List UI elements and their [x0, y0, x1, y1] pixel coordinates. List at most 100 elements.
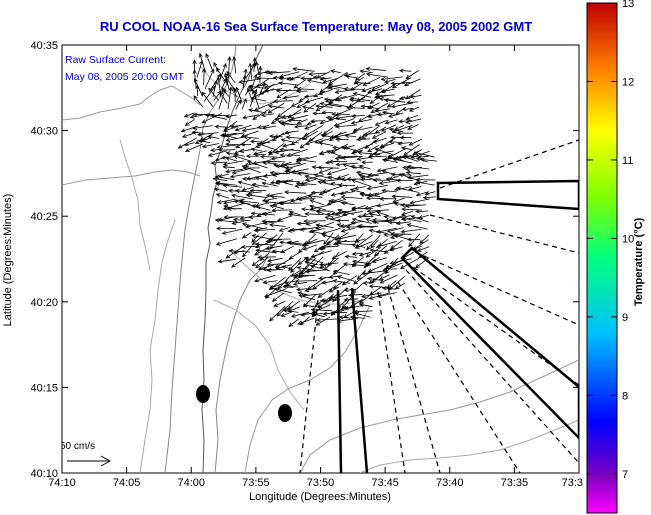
current-vector	[381, 286, 396, 291]
current-vector	[252, 89, 260, 110]
current-vector	[349, 188, 364, 194]
current-vector	[232, 217, 251, 222]
current-vector	[218, 88, 227, 110]
current-vector	[290, 101, 302, 107]
current-vector	[379, 88, 395, 94]
current-vector	[406, 223, 428, 230]
current-vector	[328, 286, 340, 293]
current-vector	[203, 85, 216, 102]
current-vector	[295, 181, 317, 186]
current-vector	[234, 124, 252, 132]
current-vector	[260, 112, 275, 118]
current-vector	[315, 104, 333, 109]
scale-label: 50 cm/s	[60, 441, 95, 452]
current-vector	[275, 264, 292, 270]
current-vector	[284, 190, 307, 195]
y-tick-label: 40:10	[30, 468, 58, 480]
current-vector	[368, 212, 382, 217]
current-vector	[365, 218, 379, 224]
current-vector	[278, 81, 299, 86]
current-vector	[323, 97, 342, 102]
current-vector	[332, 279, 351, 284]
current-vector	[304, 269, 327, 274]
current-vector	[320, 245, 339, 250]
current-vector	[361, 160, 373, 165]
current-vector	[204, 113, 227, 120]
current-vector	[367, 113, 379, 119]
current-vector	[325, 115, 347, 121]
current-vector	[337, 154, 358, 160]
current-vector	[395, 221, 411, 226]
current-vector	[241, 127, 260, 133]
current-vector	[319, 119, 334, 125]
current-vector	[358, 302, 373, 308]
current-vector	[326, 150, 341, 157]
current-vector	[192, 125, 213, 131]
current-vector	[266, 159, 286, 164]
current-vector	[366, 234, 381, 251]
current-vector	[239, 148, 253, 154]
current-vector	[275, 88, 299, 93]
current-vector	[231, 220, 245, 226]
current-vector	[229, 173, 251, 179]
current-vectors	[177, 52, 438, 327]
current-vector	[228, 248, 251, 253]
current-vector	[340, 201, 355, 206]
current-vector	[399, 257, 420, 269]
current-vector	[265, 245, 283, 251]
current-vector	[201, 143, 220, 149]
current-vector	[215, 193, 230, 199]
current-vector	[266, 268, 283, 273]
current-vector	[374, 108, 390, 113]
current-vector	[286, 240, 307, 245]
current-vector	[216, 198, 237, 205]
current-vector	[241, 186, 254, 192]
current-vector	[336, 239, 356, 244]
current-vector	[296, 265, 318, 272]
current-vector	[271, 249, 285, 254]
current-vector	[225, 156, 238, 162]
current-vector	[280, 138, 299, 144]
current-vector	[392, 157, 413, 164]
current-vector	[347, 293, 363, 298]
current-vector	[279, 147, 301, 152]
current-vector	[344, 133, 356, 139]
current-vector	[294, 183, 308, 188]
current-vector	[222, 126, 239, 133]
current-vector	[338, 315, 351, 320]
current-vector	[219, 90, 228, 104]
current-vector	[379, 196, 397, 201]
current-vector	[422, 195, 436, 200]
current-vector	[193, 95, 204, 108]
y-tick-label: 40:15	[30, 382, 58, 394]
current-vector	[261, 211, 275, 217]
current-vector	[242, 114, 259, 120]
x-axis: 74:10 74:05 74:00 73:55 73:50 73:45 73:40 73:35…	[48, 45, 583, 489]
current-vector	[279, 152, 300, 158]
current-vector	[201, 67, 207, 86]
current-vector	[380, 124, 397, 132]
current-vector	[290, 311, 309, 318]
current-vector	[396, 155, 419, 160]
current-vector	[365, 72, 389, 78]
current-vector	[235, 99, 242, 110]
current-vector	[290, 133, 310, 146]
current-vector	[241, 97, 247, 110]
current-vector	[221, 228, 243, 235]
current-vector	[339, 305, 355, 312]
current-vector	[238, 78, 261, 84]
current-vector	[225, 151, 245, 157]
current-vector	[275, 164, 293, 169]
current-vector	[285, 135, 308, 140]
current-vector	[326, 168, 348, 176]
current-vector	[232, 55, 237, 74]
land-contour	[119, 139, 151, 271]
current-vector	[376, 227, 397, 234]
current-vector	[340, 195, 363, 200]
current-vector	[242, 74, 247, 89]
current-vector	[390, 231, 412, 236]
current-vector	[340, 155, 363, 160]
current-vector	[332, 269, 350, 275]
current-vector	[297, 197, 316, 202]
current-vector	[296, 100, 310, 108]
